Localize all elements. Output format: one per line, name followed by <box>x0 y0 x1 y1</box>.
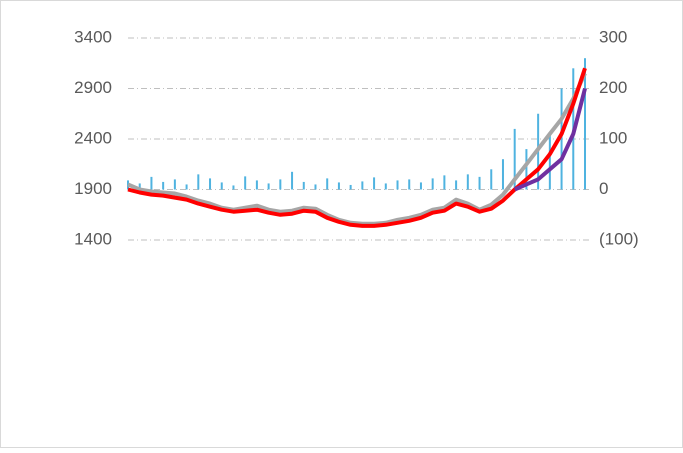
bar <box>302 181 305 190</box>
bar <box>337 182 340 190</box>
bar <box>384 183 387 190</box>
bar <box>209 178 212 190</box>
bar <box>255 180 258 190</box>
bar <box>232 185 235 190</box>
y-tick-label: 3400 <box>74 27 112 46</box>
line <box>127 67 587 228</box>
bar <box>443 175 446 190</box>
bar <box>525 149 528 190</box>
bar <box>361 181 364 190</box>
bar <box>584 58 586 190</box>
y-tick-label: 2400 <box>74 128 112 147</box>
y-tick-label: 1400 <box>74 229 112 248</box>
y2-tick-label: 0 <box>599 179 608 198</box>
bar <box>396 180 399 190</box>
bar <box>560 88 563 190</box>
y-tick-label: 2900 <box>74 78 112 97</box>
line <box>127 72 587 226</box>
bar <box>314 184 317 190</box>
bar <box>162 181 165 190</box>
bar <box>431 178 434 190</box>
y2-tick-label: 300 <box>599 27 627 46</box>
bar <box>220 182 223 190</box>
bar <box>173 179 176 190</box>
bar <box>501 159 504 190</box>
bar <box>267 183 270 190</box>
bar <box>197 174 200 190</box>
bar <box>150 176 153 190</box>
bar <box>408 179 411 190</box>
bar <box>478 176 481 190</box>
bar <box>490 169 493 190</box>
bar <box>373 177 376 190</box>
bar <box>185 184 188 190</box>
y2-tick-label: 100 <box>599 128 627 147</box>
y-tick-label: 1900 <box>74 179 112 198</box>
line <box>513 88 587 192</box>
bar <box>244 176 247 190</box>
bar <box>291 171 294 190</box>
bar <box>326 178 329 190</box>
bar <box>349 184 352 190</box>
y2-tick-label: 200 <box>599 78 627 97</box>
bar <box>279 179 282 190</box>
bar <box>548 133 551 190</box>
bar <box>138 183 141 190</box>
bar <box>455 180 458 190</box>
bar <box>419 182 422 190</box>
bar <box>513 128 516 190</box>
y2-tick-label: (100) <box>599 229 639 248</box>
bar <box>466 174 469 190</box>
